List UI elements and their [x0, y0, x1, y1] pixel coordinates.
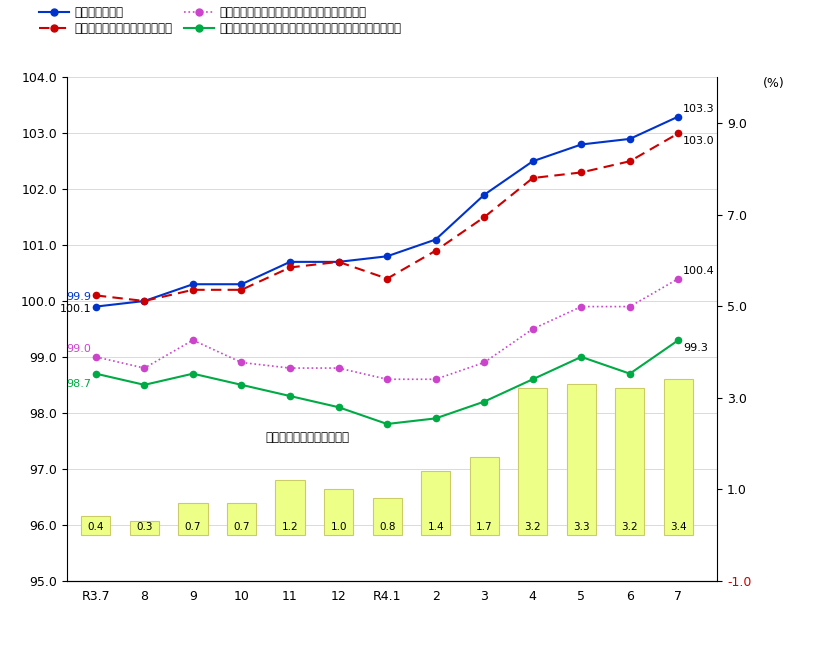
- Text: 0.4: 0.4: [88, 522, 104, 532]
- Text: 1.7: 1.7: [476, 522, 493, 532]
- Bar: [567, 384, 595, 535]
- Text: 1.2: 1.2: [282, 522, 299, 532]
- Text: 100.1: 100.1: [59, 304, 91, 314]
- Text: 0.7: 0.7: [184, 522, 201, 532]
- Bar: [178, 502, 208, 535]
- Text: 総合前年同月比（右目盛）: 総合前年同月比（右目盛）: [266, 431, 349, 444]
- Text: 3.4: 3.4: [670, 522, 686, 532]
- Text: (%): (%): [763, 77, 785, 90]
- Bar: [470, 457, 499, 535]
- Bar: [81, 517, 110, 535]
- Bar: [664, 379, 693, 535]
- Text: 3.2: 3.2: [621, 522, 638, 532]
- Legend: 総合（左目盛）, 生鮮食品を除（総合（左目盛）, 生鮮食品及びエネルギーを除（総合（左目盛）, 食料（酒類を除（）及びエネルギーを除（総合（左目盛）: 総合（左目盛）, 生鮮食品を除（総合（左目盛）, 生鮮食品及びエネルギーを除（総…: [39, 6, 402, 35]
- Text: 0.3: 0.3: [136, 522, 153, 532]
- Text: 0.7: 0.7: [234, 522, 249, 532]
- Text: 99.9: 99.9: [66, 292, 91, 302]
- Text: 3.3: 3.3: [573, 522, 590, 532]
- Text: 103.0: 103.0: [683, 136, 715, 146]
- Text: 98.7: 98.7: [66, 379, 91, 390]
- Bar: [130, 521, 159, 535]
- Bar: [373, 498, 402, 535]
- Bar: [421, 471, 450, 535]
- Bar: [275, 480, 304, 535]
- Text: 3.2: 3.2: [525, 522, 541, 532]
- Bar: [615, 388, 645, 535]
- Text: 99.3: 99.3: [683, 343, 708, 353]
- Text: 1.0: 1.0: [330, 522, 347, 532]
- Text: 103.3: 103.3: [683, 104, 715, 114]
- Bar: [227, 502, 256, 535]
- Text: 100.4: 100.4: [683, 266, 715, 276]
- Text: 1.4: 1.4: [427, 522, 444, 532]
- Text: 0.8: 0.8: [379, 522, 395, 532]
- Bar: [518, 388, 547, 535]
- Text: 99.0: 99.0: [66, 344, 91, 354]
- Bar: [324, 489, 353, 535]
